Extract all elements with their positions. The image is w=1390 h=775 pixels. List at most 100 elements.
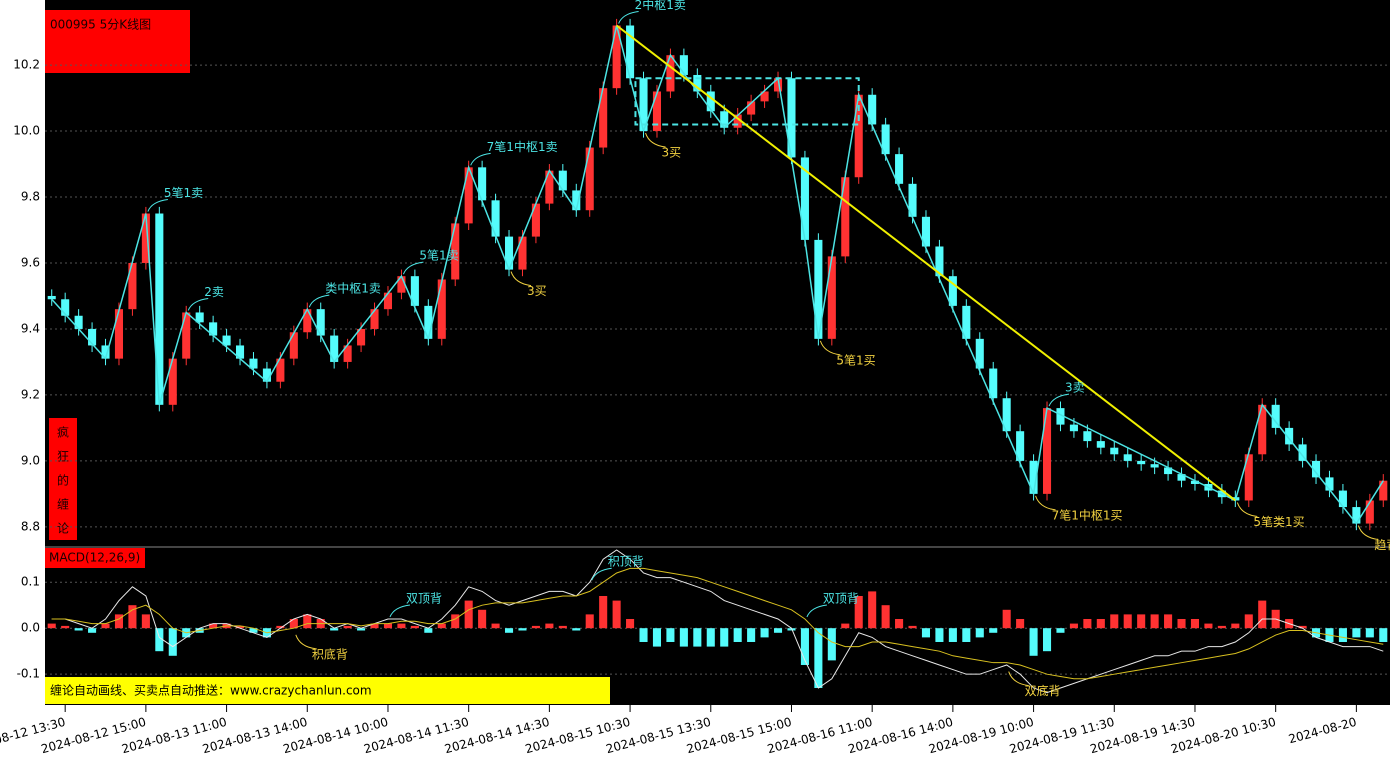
annotation: 5笔1卖 (164, 185, 203, 200)
annotation-arrow (147, 199, 168, 212)
annotation: 7笔1中枢1卖 (487, 139, 558, 154)
candle-body (289, 332, 298, 359)
macd-bar (491, 623, 500, 629)
macd-bar (948, 628, 957, 642)
annotation-arrow (1035, 495, 1056, 511)
macd-bar (101, 623, 110, 629)
candle-body (1379, 480, 1388, 501)
macd-bar (155, 628, 164, 652)
macd-bar (478, 609, 487, 629)
macd-bar (760, 628, 769, 638)
candle-body (652, 91, 662, 132)
candle-body (733, 114, 742, 128)
candle-body (209, 322, 218, 336)
macd-bar (370, 623, 379, 629)
candle-body (854, 94, 863, 178)
candle-body (518, 236, 527, 270)
macd-bar (1204, 623, 1213, 629)
candle-body (881, 124, 890, 155)
annotation: 积顶背 (608, 555, 644, 569)
annotation-arrow (308, 294, 330, 308)
banner: 缠论自动画线、买卖点自动推送：www.crazychanlun.com (50, 683, 372, 698)
annotation: 双顶背 (406, 591, 442, 605)
candle-body (303, 309, 312, 333)
candle-body (1298, 444, 1307, 461)
macd-bar (1231, 623, 1240, 629)
macd-bar (679, 628, 688, 647)
annotation-arrow (402, 261, 424, 275)
annotation: 趋背S (1374, 538, 1390, 552)
macd-bar (47, 623, 56, 629)
side-label-char: 的 (57, 473, 69, 488)
macd-bar (330, 628, 339, 631)
macd-bar (303, 614, 312, 629)
macd-bar (168, 628, 177, 656)
candle-body (1271, 404, 1280, 428)
annotation: 3卖 (1065, 381, 1085, 395)
macd-bar (626, 618, 635, 629)
macd-bar (854, 595, 863, 629)
candle-body (316, 309, 325, 336)
candle-body (343, 345, 352, 362)
macd-bar (1110, 614, 1119, 629)
candle-body (182, 312, 191, 359)
candle-body (47, 295, 56, 300)
macd-bar (1338, 628, 1347, 642)
candle-body (478, 167, 487, 201)
macd-bar (747, 628, 756, 642)
candle-body (1177, 474, 1186, 481)
macd-bar (935, 628, 944, 642)
macd-bar (141, 614, 150, 629)
macd-bar (1164, 614, 1173, 629)
candle-body (1150, 464, 1159, 468)
candle-body (195, 312, 204, 323)
macd-bar (235, 625, 245, 629)
macd-line (51, 549, 1384, 694)
macd-bar (773, 628, 783, 633)
macd-bar (1258, 600, 1267, 629)
annotation-arrow (510, 271, 532, 287)
macd-bar (652, 628, 662, 647)
candle-body (74, 315, 83, 329)
candle-body (814, 239, 823, 339)
candle-body (935, 246, 944, 277)
candle-body (639, 78, 648, 132)
annotation-arrow (470, 152, 491, 166)
candle-body (504, 236, 514, 270)
macd-bar (424, 628, 433, 633)
annotation: 2中枢1卖 (635, 0, 686, 12)
annotation-arrow (295, 634, 316, 650)
candle-body (168, 358, 177, 405)
macd-tick-label: -0.1 (17, 667, 40, 681)
annotation: 5笔1卖 (419, 248, 458, 263)
macd-bar (518, 628, 527, 631)
macd-bar (545, 623, 554, 629)
chart-title: 000995 5分K线图 (50, 18, 151, 32)
y-tick-label: 10.2 (13, 58, 40, 72)
macd-bar (1379, 628, 1388, 642)
annotation: 3买 (662, 146, 682, 160)
annotation: 积底背 (312, 646, 348, 661)
annotation-arrow (618, 11, 639, 24)
candle-body (585, 147, 594, 211)
macd-bar (1029, 628, 1038, 656)
macd-bar (504, 628, 514, 633)
candle-body (895, 154, 904, 184)
macd-bar (720, 628, 729, 647)
macd-bar (1150, 614, 1159, 629)
y-tick-label: 9.8 (21, 190, 40, 204)
macd-bar (1042, 628, 1052, 652)
macd-bar (1352, 628, 1361, 638)
candle-body (558, 170, 567, 191)
macd-bar (1177, 618, 1186, 629)
candle-body (141, 213, 150, 263)
y-tick-label: 9.0 (21, 453, 40, 467)
y-tick-label: 9.6 (21, 255, 40, 269)
macd-bar (437, 623, 446, 629)
title-box (45, 10, 190, 73)
side-label-char: 狂 (57, 450, 69, 464)
macd-bar (975, 628, 984, 638)
macd-bar (357, 628, 366, 631)
macd-bar (114, 614, 124, 629)
